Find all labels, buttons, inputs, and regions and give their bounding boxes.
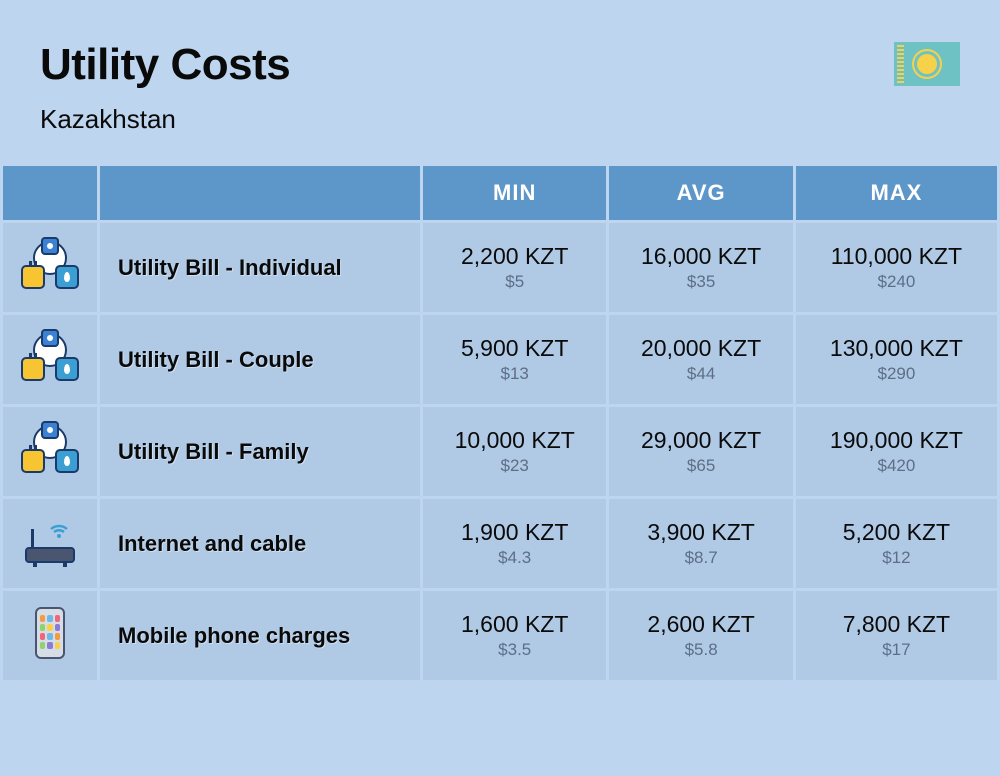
cell-avg: 20,000 KZT$44 bbox=[609, 315, 792, 404]
table-row: Utility Bill - Family10,000 KZT$2329,000… bbox=[3, 407, 997, 496]
avg-usd: $35 bbox=[615, 272, 786, 292]
max-kzt: 190,000 KZT bbox=[802, 427, 991, 454]
avg-usd: $44 bbox=[615, 364, 786, 384]
avg-kzt: 2,600 KZT bbox=[615, 611, 786, 638]
min-usd: $5 bbox=[429, 272, 600, 292]
avg-kzt: 29,000 KZT bbox=[615, 427, 786, 454]
table-row: Internet and cable1,900 KZT$4.33,900 KZT… bbox=[3, 499, 997, 588]
row-icon-cell bbox=[3, 407, 97, 496]
cell-avg: 3,900 KZT$8.7 bbox=[609, 499, 792, 588]
max-usd: $290 bbox=[802, 364, 991, 384]
max-kzt: 7,800 KZT bbox=[802, 611, 991, 638]
page-title: Utility Costs bbox=[40, 40, 960, 90]
cell-avg: 2,600 KZT$5.8 bbox=[609, 591, 792, 680]
row-icon-cell bbox=[3, 499, 97, 588]
router-icon bbox=[19, 513, 81, 569]
max-kzt: 110,000 KZT bbox=[802, 243, 991, 270]
cell-max: 190,000 KZT$420 bbox=[796, 407, 997, 496]
row-icon-cell bbox=[3, 223, 97, 312]
max-usd: $12 bbox=[802, 548, 991, 568]
cell-max: 110,000 KZT$240 bbox=[796, 223, 997, 312]
table-header-row: MIN AVG MAX bbox=[3, 166, 997, 220]
header-min: MIN bbox=[423, 166, 606, 220]
header-max: MAX bbox=[796, 166, 997, 220]
row-label: Internet and cable bbox=[100, 499, 420, 588]
row-label: Utility Bill - Family bbox=[100, 407, 420, 496]
min-usd: $13 bbox=[429, 364, 600, 384]
row-label: Utility Bill - Individual bbox=[100, 223, 420, 312]
avg-kzt: 3,900 KZT bbox=[615, 519, 786, 546]
cell-min: 10,000 KZT$23 bbox=[423, 407, 606, 496]
max-kzt: 130,000 KZT bbox=[802, 335, 991, 362]
avg-usd: $65 bbox=[615, 456, 786, 476]
page-subtitle: Kazakhstan bbox=[40, 104, 960, 135]
row-label: Mobile phone charges bbox=[100, 591, 420, 680]
row-icon-cell bbox=[3, 315, 97, 404]
utility-icon bbox=[19, 329, 81, 385]
header-avg: AVG bbox=[609, 166, 792, 220]
avg-usd: $8.7 bbox=[615, 548, 786, 568]
min-kzt: 2,200 KZT bbox=[429, 243, 600, 270]
avg-kzt: 16,000 KZT bbox=[615, 243, 786, 270]
cell-avg: 16,000 KZT$35 bbox=[609, 223, 792, 312]
cell-max: 7,800 KZT$17 bbox=[796, 591, 997, 680]
cell-max: 130,000 KZT$290 bbox=[796, 315, 997, 404]
flag-kazakhstan-icon bbox=[894, 42, 960, 86]
cell-max: 5,200 KZT$12 bbox=[796, 499, 997, 588]
min-usd: $3.5 bbox=[429, 640, 600, 660]
utility-icon bbox=[19, 237, 81, 293]
avg-usd: $5.8 bbox=[615, 640, 786, 660]
phone-icon bbox=[19, 605, 81, 661]
min-kzt: 1,900 KZT bbox=[429, 519, 600, 546]
min-usd: $23 bbox=[429, 456, 600, 476]
cell-avg: 29,000 KZT$65 bbox=[609, 407, 792, 496]
cost-table: MIN AVG MAX Utility Bill - Individual2,2… bbox=[0, 163, 1000, 683]
min-usd: $4.3 bbox=[429, 548, 600, 568]
cell-min: 1,600 KZT$3.5 bbox=[423, 591, 606, 680]
utility-icon bbox=[19, 421, 81, 477]
table-row: Utility Bill - Individual2,200 KZT$516,0… bbox=[3, 223, 997, 312]
max-usd: $17 bbox=[802, 640, 991, 660]
header-empty-icon bbox=[3, 166, 97, 220]
cell-min: 1,900 KZT$4.3 bbox=[423, 499, 606, 588]
min-kzt: 10,000 KZT bbox=[429, 427, 600, 454]
max-usd: $240 bbox=[802, 272, 991, 292]
header-empty-label bbox=[100, 166, 420, 220]
avg-kzt: 20,000 KZT bbox=[615, 335, 786, 362]
max-kzt: 5,200 KZT bbox=[802, 519, 991, 546]
cell-min: 2,200 KZT$5 bbox=[423, 223, 606, 312]
row-label: Utility Bill - Couple bbox=[100, 315, 420, 404]
min-kzt: 5,900 KZT bbox=[429, 335, 600, 362]
row-icon-cell bbox=[3, 591, 97, 680]
max-usd: $420 bbox=[802, 456, 991, 476]
table-row: Utility Bill - Couple5,900 KZT$1320,000 … bbox=[3, 315, 997, 404]
min-kzt: 1,600 KZT bbox=[429, 611, 600, 638]
cell-min: 5,900 KZT$13 bbox=[423, 315, 606, 404]
header: Utility Costs Kazakhstan bbox=[0, 0, 1000, 163]
table-row: Mobile phone charges1,600 KZT$3.52,600 K… bbox=[3, 591, 997, 680]
